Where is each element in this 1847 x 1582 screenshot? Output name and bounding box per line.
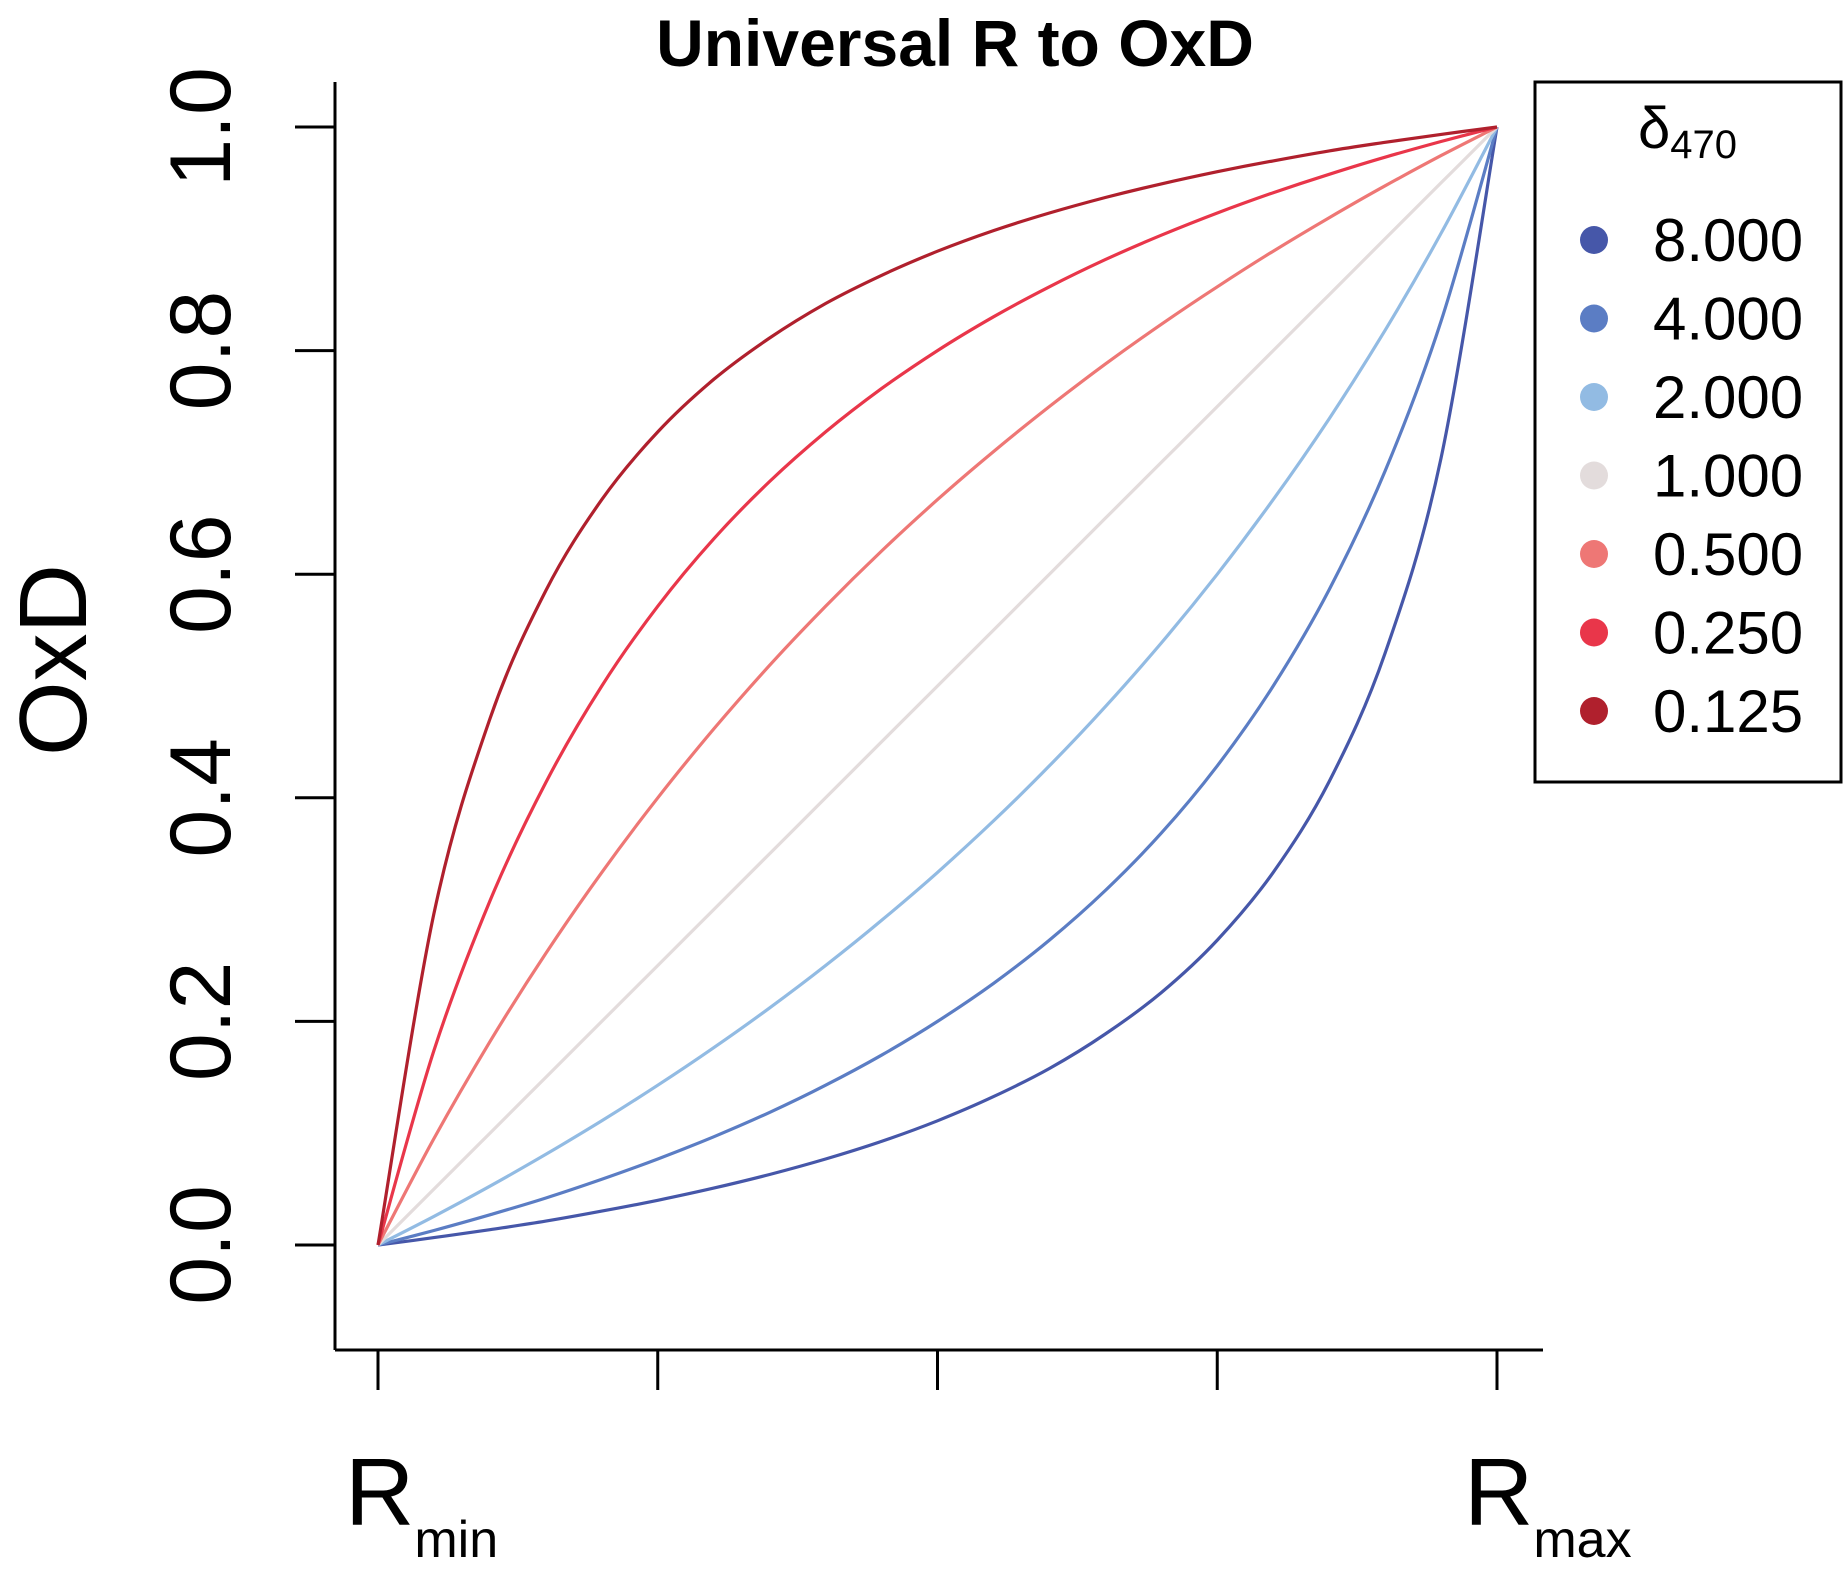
y-tick-label-4: 0.8 bbox=[153, 291, 249, 411]
x-tick-label-rmin-main: R bbox=[345, 1439, 414, 1546]
y-ticks: 0.0 0.2 0.4 0.6 0.8 1.0 bbox=[153, 67, 335, 1305]
legend-marker-8.000 bbox=[1580, 226, 1608, 254]
legend-label-0.500: 0.500 bbox=[1653, 521, 1803, 588]
legend-label-0.125: 0.125 bbox=[1653, 678, 1803, 745]
legend-label-1.000: 1.000 bbox=[1653, 443, 1803, 510]
series-line-0.125 bbox=[376, 125, 1498, 1246]
legend-items: 8.000 4.000 2.000 1.000 0.500 0.250 0.125 bbox=[1580, 207, 1803, 745]
legend-label-4.000: 4.000 bbox=[1653, 286, 1803, 353]
legend-marker-0.250 bbox=[1580, 618, 1608, 647]
series-line-2.000 bbox=[377, 126, 1499, 1247]
legend-title: δ470 bbox=[1638, 96, 1737, 167]
legend-marker-1.000 bbox=[1580, 461, 1608, 490]
y-tick-label-3: 0.6 bbox=[153, 514, 249, 634]
y-tick-label-2: 0.4 bbox=[153, 738, 249, 858]
y-tick-label-5: 1.0 bbox=[153, 67, 249, 187]
series-line-8.000 bbox=[377, 126, 1499, 1247]
chart-title: Universal R to OxD bbox=[656, 6, 1254, 80]
series-lines bbox=[376, 125, 1499, 1247]
legend-marker-2.000 bbox=[1580, 383, 1608, 411]
y-axis-label: OxD bbox=[0, 564, 107, 756]
legend-box bbox=[1533, 80, 1843, 784]
legend-label-0.250: 0.250 bbox=[1653, 600, 1803, 667]
legend: δ470 8.000 4.000 2.000 1.000 0.500 0.250 0.125 bbox=[1533, 80, 1843, 784]
series-line-0.250 bbox=[376, 125, 1498, 1246]
series-line-1.000 bbox=[376, 125, 1499, 1247]
legend-marker-0.125 bbox=[1580, 697, 1608, 725]
legend-marker-4.000 bbox=[1580, 304, 1608, 333]
x-tick-label-rmax-sub: max bbox=[1533, 1511, 1631, 1569]
series-line-4.000 bbox=[377, 126, 1499, 1247]
x-ticks bbox=[376, 1350, 1499, 1390]
series-line-0.500 bbox=[376, 125, 1498, 1246]
legend-marker-0.500 bbox=[1580, 540, 1608, 568]
y-tick-label-0: 0.0 bbox=[153, 1185, 249, 1305]
x-tick-label-rmin: Rmin bbox=[345, 1439, 498, 1569]
legend-label-8.000: 8.000 bbox=[1653, 207, 1803, 274]
legend-label-2.000: 2.000 bbox=[1653, 364, 1803, 431]
x-tick-label-rmax-main: R bbox=[1464, 1439, 1533, 1546]
x-tick-label-rmax: Rmax bbox=[1464, 1439, 1632, 1569]
legend-title-sub: 470 bbox=[1670, 123, 1737, 167]
y-tick-label-1: 0.2 bbox=[153, 962, 249, 1082]
x-tick-label-rmin-sub: min bbox=[414, 1511, 498, 1569]
legend-title-main: δ bbox=[1638, 96, 1670, 161]
